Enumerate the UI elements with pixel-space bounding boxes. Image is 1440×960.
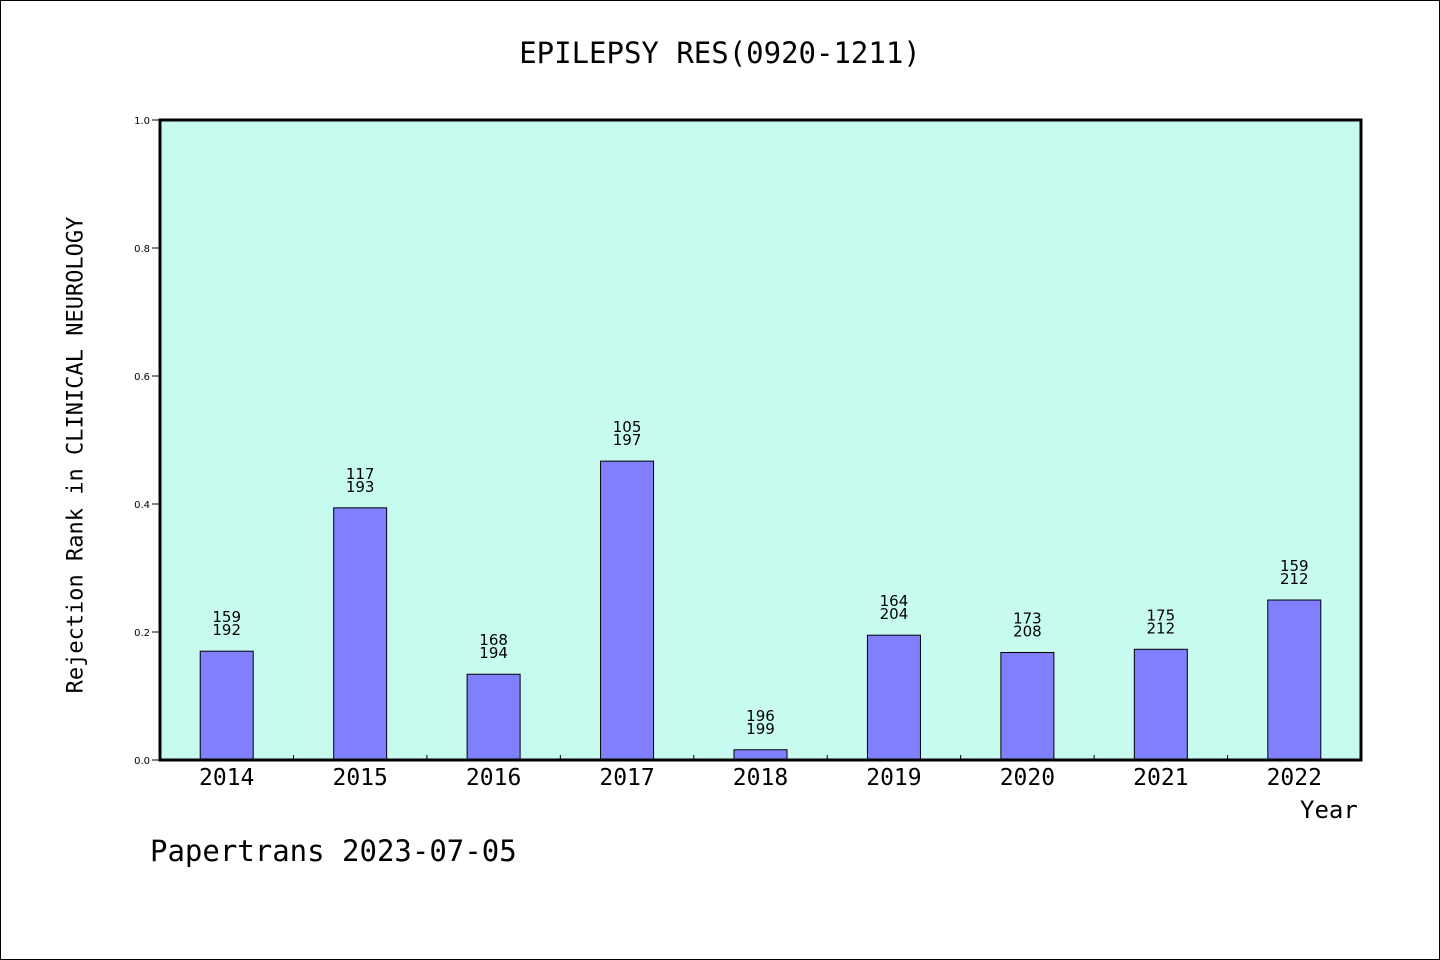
x-tick-label: 2016 xyxy=(466,765,521,791)
footer-text: Papertrans 2023-07-05 xyxy=(150,834,517,868)
bar-label-bottom: 192 xyxy=(212,621,241,639)
bar-2018 xyxy=(733,749,788,761)
bar-2015 xyxy=(333,507,388,761)
x-tick-label: 2021 xyxy=(1133,765,1188,791)
bar-label-top: 117 xyxy=(346,465,375,483)
bar-label-top: 105 xyxy=(613,418,642,436)
bar-label-bottom: 193 xyxy=(346,478,375,496)
x-tick-label: 2014 xyxy=(199,765,254,791)
bar-2021 xyxy=(1133,648,1188,761)
bar-label-top: 159 xyxy=(1280,557,1309,575)
x-tick-label: 2018 xyxy=(733,765,788,791)
x-tick-label: 2015 xyxy=(332,765,387,791)
y-tick-label: 0.4 xyxy=(134,500,150,511)
y-axis-ticks: 0.0 0.2 0.4 0.6 0.8 1.0 xyxy=(134,116,160,767)
bar-2016 xyxy=(466,673,521,761)
bar-label-top: 168 xyxy=(479,631,508,649)
bar-label-bottom: 212 xyxy=(1280,570,1309,588)
y-tick-label: 0.0 xyxy=(134,756,150,767)
bar-label-top: 164 xyxy=(880,592,909,610)
bar-label-bottom: 208 xyxy=(1013,622,1042,640)
y-tick-label: 0.2 xyxy=(134,628,150,639)
bar-label-top: 175 xyxy=(1147,606,1176,624)
bar-2019 xyxy=(866,634,921,761)
bar-2014 xyxy=(199,650,254,761)
x-tick-label: 2022 xyxy=(1267,765,1322,791)
x-axis-label: Year xyxy=(1300,796,1358,824)
bar-label-bottom: 194 xyxy=(479,644,508,662)
bar-2020 xyxy=(1000,651,1055,761)
bar-label-bottom: 204 xyxy=(880,605,909,623)
x-axis-ticks: 2014 2015 2016 2017 2018 2019 2020 2021 2022 xyxy=(199,755,1322,791)
bar-2017 xyxy=(600,460,655,761)
bar-2022 xyxy=(1267,599,1322,761)
bar-label-bottom: 197 xyxy=(613,431,642,449)
bar-label-top: 196 xyxy=(746,707,775,725)
y-tick-label: 0.6 xyxy=(134,372,150,383)
x-tick-label: 2020 xyxy=(1000,765,1055,791)
x-tick-label: 2017 xyxy=(599,765,654,791)
bar-label-top: 173 xyxy=(1013,609,1042,627)
bar-label-top: 159 xyxy=(212,608,241,626)
y-tick-label: 1.0 xyxy=(134,116,150,127)
plot-border xyxy=(158,118,1363,762)
x-tick-label: 2019 xyxy=(866,765,921,791)
chart-title: EPILEPSY RES(0920-1211) xyxy=(519,36,921,70)
y-tick-label: 0.8 xyxy=(134,244,150,255)
bar-label-bottom: 212 xyxy=(1147,619,1176,637)
bar-label-bottom: 199 xyxy=(746,720,775,738)
